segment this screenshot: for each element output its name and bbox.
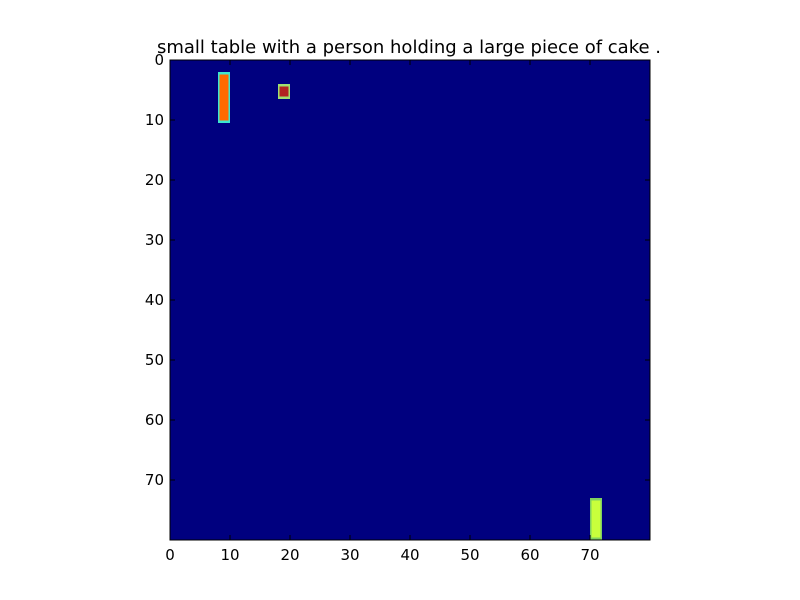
y-tick-label: 10	[145, 111, 164, 129]
y-tick-label: 0	[154, 51, 164, 69]
heatmap-cell-core	[279, 86, 289, 97]
heatmap-cell-3	[590, 498, 602, 540]
y-tick-label: 40	[145, 291, 164, 309]
y-tick-label: 50	[145, 351, 164, 369]
y-tick-label: 70	[145, 471, 164, 489]
chart-title: small table with a person holding a larg…	[157, 37, 661, 58]
heatmap-cell-core	[591, 500, 601, 538]
x-tick-label: 10	[220, 546, 239, 564]
x-tick-label: 70	[580, 546, 599, 564]
x-tick-label: 60	[520, 546, 539, 564]
y-tick-label: 60	[145, 411, 164, 429]
heatmap-cell-1	[218, 72, 230, 123]
x-tick-label: 40	[400, 546, 419, 564]
x-tick-label: 50	[460, 546, 479, 564]
axis-ticks: 0 10 20 30 40 50 60 70 0 10 20 30 40 50 60 70	[145, 51, 650, 564]
x-tick-label: 30	[340, 546, 359, 564]
x-tick-label: 0	[165, 546, 175, 564]
y-tick-label: 30	[145, 231, 164, 249]
heatmap-cells	[218, 72, 602, 540]
x-tick-label: 20	[280, 546, 299, 564]
plot-background	[170, 60, 650, 540]
heatmap-cell-2	[278, 84, 290, 99]
heatmap-cell-core	[219, 74, 229, 121]
y-tick-label: 20	[145, 171, 164, 189]
